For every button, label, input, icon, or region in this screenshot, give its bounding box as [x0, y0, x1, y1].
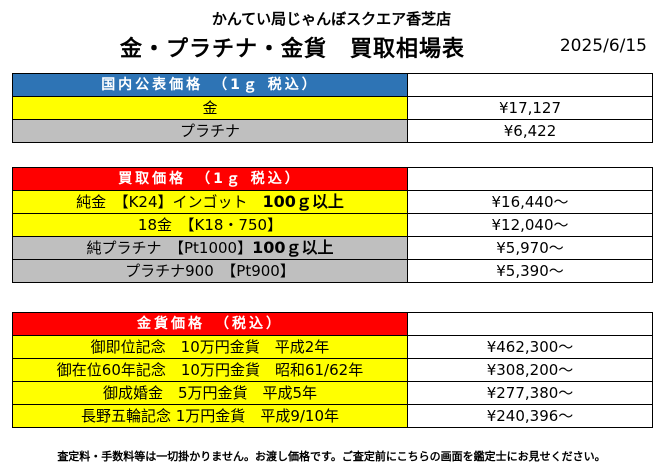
- header-spacer: [407, 312, 653, 336]
- coin-price-table: 金貨価格 （税込） 御即位記念 10万円金貨 平成2年 ¥462,300～ 御在…: [12, 312, 653, 428]
- coins-header: 金貨価格 （税込）: [12, 312, 408, 336]
- domestic-price-table: 国内公表価格 （1ｇ 税込） 金 ¥17,127 プラチナ ¥6,422: [12, 73, 653, 143]
- table-header-row: 金貨価格 （税込）: [12, 312, 653, 336]
- purchase-header: 買取価格 （1ｇ 税込）: [12, 167, 408, 191]
- table-row: プラチナ900 【Pt900】 ¥5,390～: [12, 259, 653, 283]
- table-row: 御成婚金 5万円金貨 平成5年 ¥277,380～: [12, 381, 653, 405]
- table-row: 御即位記念 10万円金貨 平成2年 ¥462,300～: [12, 335, 653, 359]
- item-price: ¥240,396～: [407, 404, 653, 428]
- item-name: 金: [12, 96, 408, 120]
- item-name: 御在位60年記念 10万円金貨 昭和61/62年: [12, 358, 408, 382]
- header-spacer: [407, 167, 653, 191]
- coins-header-label: 金貨価格 （税込）: [137, 316, 283, 332]
- table-row: プラチナ ¥6,422: [12, 119, 653, 143]
- item-price: ¥5,970～: [407, 236, 653, 260]
- table-row: 御在位60年記念 10万円金貨 昭和61/62年 ¥308,200～: [12, 358, 653, 382]
- item-price: ¥16,440～: [407, 190, 653, 214]
- item-name-emphasis: 100ｇ以上: [262, 192, 344, 211]
- price-date: 2025/6/15: [559, 36, 647, 56]
- item-price: ¥17,127: [407, 96, 653, 120]
- table-row: 純プラチナ 【Pt1000】100ｇ以上 ¥5,970～: [12, 236, 653, 260]
- footnote: 査定料・手数料等は一切掛かりません。お渡し価格です。ご査定前にこちらの画面を鑑定…: [57, 450, 606, 463]
- item-name: 純金 【K24】インゴット 100ｇ以上: [12, 190, 408, 214]
- item-name: 御即位記念 10万円金貨 平成2年: [12, 335, 408, 359]
- table-header-row: 国内公表価格 （1ｇ 税込）: [12, 73, 653, 97]
- domestic-header-label: 国内公表価格 （1ｇ 税込）: [101, 77, 319, 93]
- item-name: 御成婚金 5万円金貨 平成5年: [12, 381, 408, 405]
- item-price: ¥308,200～: [407, 358, 653, 382]
- header-spacer: [407, 73, 653, 97]
- item-price: ¥462,300～: [407, 335, 653, 359]
- item-name-emphasis: 100ｇ以上: [252, 238, 334, 257]
- table-row: 18金 【K18・750】 ¥12,040～: [12, 213, 653, 237]
- item-price: ¥277,380～: [407, 381, 653, 405]
- table-row: 純金 【K24】インゴット 100ｇ以上 ¥16,440～: [12, 190, 653, 214]
- purchase-header-label: 買取価格 （1ｇ 税込）: [118, 171, 302, 187]
- table-row: 長野五輪記念 1万円金貨 平成9/10年 ¥240,396～: [12, 404, 653, 428]
- item-price: ¥5,390～: [407, 259, 653, 283]
- purchase-price-table: 買取価格 （1ｇ 税込） 純金 【K24】インゴット 100ｇ以上 ¥16,44…: [12, 167, 653, 283]
- domestic-header: 国内公表価格 （1ｇ 税込）: [12, 73, 408, 97]
- item-name: 長野五輪記念 1万円金貨 平成9/10年: [12, 404, 408, 428]
- item-price: ¥12,040～: [407, 213, 653, 237]
- item-name: プラチナ900 【Pt900】: [12, 259, 408, 283]
- table-row: 金 ¥17,127: [12, 96, 653, 120]
- store-name: かんてい局じゃんぼスクエア香芝店: [211, 10, 452, 28]
- item-price: ¥6,422: [407, 119, 653, 143]
- item-name: プラチナ: [12, 119, 408, 143]
- item-name: 純プラチナ 【Pt1000】100ｇ以上: [12, 236, 408, 260]
- item-name-text: 純プラチナ 【Pt1000】: [86, 239, 253, 257]
- table-header-row: 買取価格 （1ｇ 税込）: [12, 167, 653, 191]
- item-name: 18金 【K18・750】: [12, 213, 408, 237]
- item-name-text: 純金 【K24】インゴット: [76, 193, 263, 211]
- page-title: 金・プラチナ・金貨 買取相場表: [120, 37, 466, 62]
